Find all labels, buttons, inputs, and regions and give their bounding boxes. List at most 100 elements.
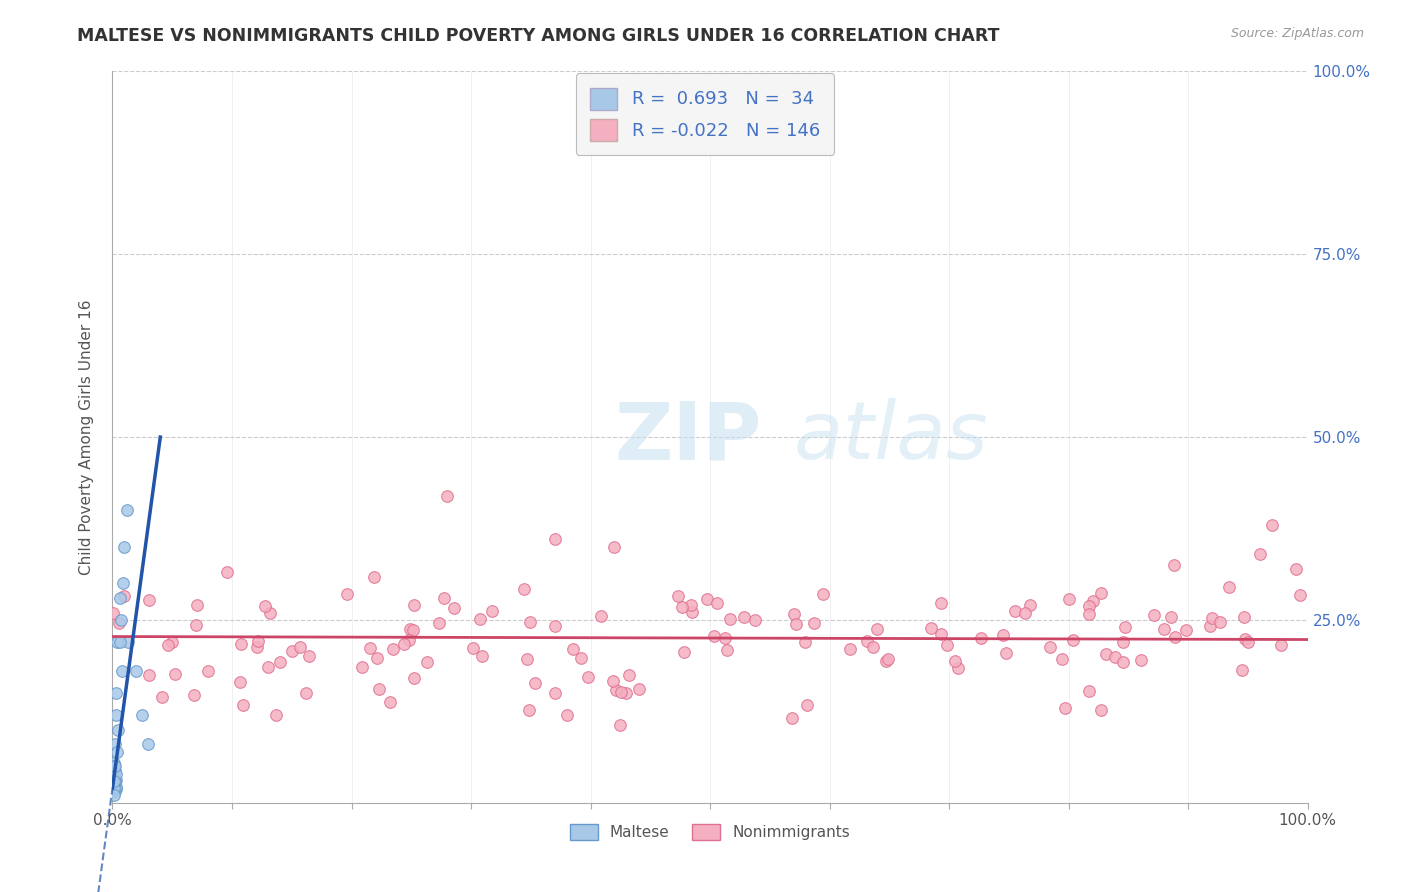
Point (104, 780, 127, 795)
Point (1270, 638, 1292, 652)
Point (733, 610, 755, 624)
Point (744, 613, 766, 627)
Point (862, 640, 884, 654)
Point (523, 676, 546, 690)
Point (1057, 591, 1080, 606)
Point (125, 664, 148, 678)
Point (103, 773, 125, 788)
Point (671, 600, 693, 615)
Point (839, 641, 862, 656)
Point (856, 634, 879, 648)
Point (970, 631, 993, 645)
Point (138, 592, 160, 607)
Point (603, 540, 626, 554)
Point (1111, 634, 1133, 648)
Point (555, 708, 578, 723)
Point (105, 708, 128, 723)
Point (138, 668, 160, 682)
Point (443, 601, 465, 615)
Point (280, 644, 302, 658)
Point (103, 759, 125, 773)
Point (290, 640, 312, 654)
Point (108, 615, 131, 630)
Point (1163, 558, 1185, 572)
Point (782, 711, 804, 725)
Point (793, 635, 815, 649)
Point (131, 708, 153, 723)
Point (1050, 652, 1073, 666)
Point (672, 645, 695, 659)
Text: MALTESE VS NONIMMIGRANTS CHILD POVERTY AMONG GIRLS UNDER 16 CORRELATION CHART: MALTESE VS NONIMMIGRANTS CHILD POVERTY A… (77, 27, 1000, 45)
Point (544, 619, 567, 633)
Point (104, 772, 127, 787)
Point (101, 606, 124, 620)
Point (105, 766, 128, 780)
Point (184, 618, 207, 632)
Point (229, 637, 252, 651)
Point (1019, 599, 1042, 613)
Point (1218, 580, 1240, 594)
Point (875, 654, 897, 668)
Point (936, 638, 959, 652)
Point (876, 652, 898, 666)
Y-axis label: Child Poverty Among Girls Under 16: Child Poverty Among Girls Under 16 (79, 300, 94, 574)
Point (993, 628, 1015, 642)
Point (516, 652, 538, 666)
Point (1078, 599, 1101, 613)
Point (103, 777, 125, 791)
Point (681, 605, 703, 619)
Point (1130, 653, 1153, 667)
Point (138, 737, 160, 751)
Point (619, 668, 641, 682)
Point (269, 655, 291, 669)
Point (1160, 610, 1182, 624)
Point (215, 566, 238, 580)
Point (104, 737, 127, 751)
Point (1039, 640, 1062, 654)
Point (803, 615, 825, 630)
Point (1199, 619, 1222, 633)
Point (350, 660, 373, 674)
Point (929, 627, 952, 641)
Point (1230, 663, 1253, 677)
Point (110, 613, 132, 627)
Point (232, 698, 254, 712)
Point (436, 489, 458, 503)
Point (1288, 588, 1310, 602)
Point (1054, 701, 1077, 715)
Point (471, 648, 494, 663)
Point (1077, 683, 1099, 698)
Point (264, 708, 287, 723)
Point (165, 667, 187, 681)
Point (1261, 517, 1284, 532)
Point (703, 629, 725, 643)
Point (1164, 630, 1187, 644)
Point (114, 540, 135, 554)
Point (1014, 606, 1036, 620)
Point (104, 783, 127, 797)
Point (366, 650, 388, 665)
Point (257, 660, 280, 674)
Point (681, 598, 703, 612)
Point (336, 586, 359, 600)
Point (994, 646, 1017, 660)
Point (427, 616, 450, 631)
Point (1233, 632, 1256, 646)
Point (461, 641, 484, 656)
Point (666, 589, 689, 603)
Point (605, 682, 627, 697)
Point (363, 570, 385, 584)
Text: Source: ZipAtlas.com: Source: ZipAtlas.com (1230, 27, 1364, 40)
Text: atlas: atlas (793, 398, 988, 476)
Point (609, 717, 631, 731)
Point (1114, 620, 1136, 634)
Point (105, 635, 128, 649)
Point (1209, 615, 1232, 630)
Point (104, 759, 127, 773)
Point (1237, 635, 1260, 649)
Point (380, 695, 402, 709)
Point (295, 686, 318, 700)
Point (1285, 562, 1308, 576)
Point (112, 576, 135, 591)
Point (576, 670, 599, 684)
